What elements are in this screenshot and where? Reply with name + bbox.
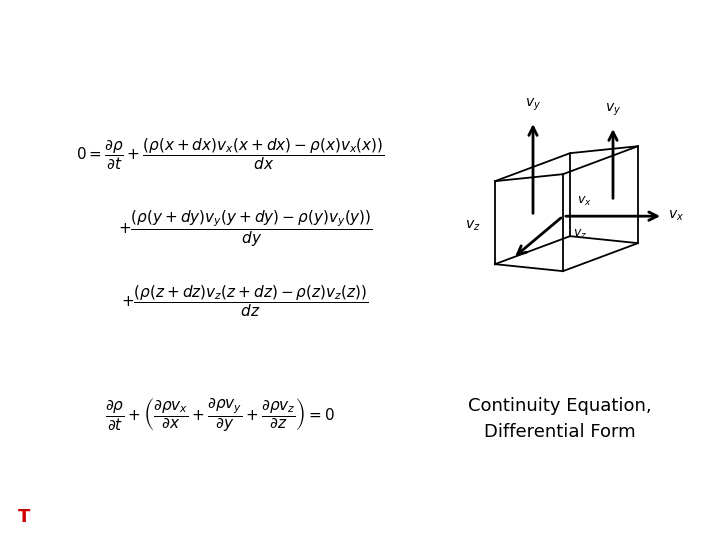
- Text: $v_z$: $v_z$: [465, 219, 480, 233]
- FancyBboxPatch shape: [4, 497, 45, 538]
- Text: Continuity Equation,
Differential Form: Continuity Equation, Differential Form: [468, 397, 652, 441]
- Text: $v_z$: $v_z$: [573, 228, 587, 241]
- Text: $+ \dfrac{(\rho(y+dy)v_y(y+dy) - \rho(y)v_y(y))}{dy}$: $+ \dfrac{(\rho(y+dy)v_y(y+dy) - \rho(y)…: [117, 209, 372, 249]
- Text: $\dfrac{\partial \rho}{\partial t} + \left(\dfrac{\partial \rho v_x}{\partial x}: $\dfrac{\partial \rho}{\partial t} + \le…: [105, 396, 335, 433]
- Text: T: T: [18, 508, 31, 526]
- Text: Differential Form: Differential Form: [186, 18, 534, 52]
- Text: $v_x$: $v_x$: [577, 195, 592, 208]
- Text: Louisiana Tech University: Louisiana Tech University: [66, 500, 242, 514]
- Text: $+ \dfrac{(\rho(z+dz)v_z(z+dz) - \rho(z)v_z(z))}{dz}$: $+ \dfrac{(\rho(z+dz)v_z(z+dz) - \rho(z)…: [122, 284, 369, 319]
- Text: $v_x$: $v_x$: [668, 209, 684, 224]
- Text: $v_y$: $v_y$: [605, 102, 621, 118]
- Text: Ruston, LA 71272: Ruston, LA 71272: [66, 520, 189, 534]
- Text: $v_y$: $v_y$: [525, 97, 541, 113]
- Text: $0 = \dfrac{\partial \rho}{\partial t} + \dfrac{(\rho(x+dx)v_x(x+dx) - \rho(x)v_: $0 = \dfrac{\partial \rho}{\partial t} +…: [76, 136, 384, 172]
